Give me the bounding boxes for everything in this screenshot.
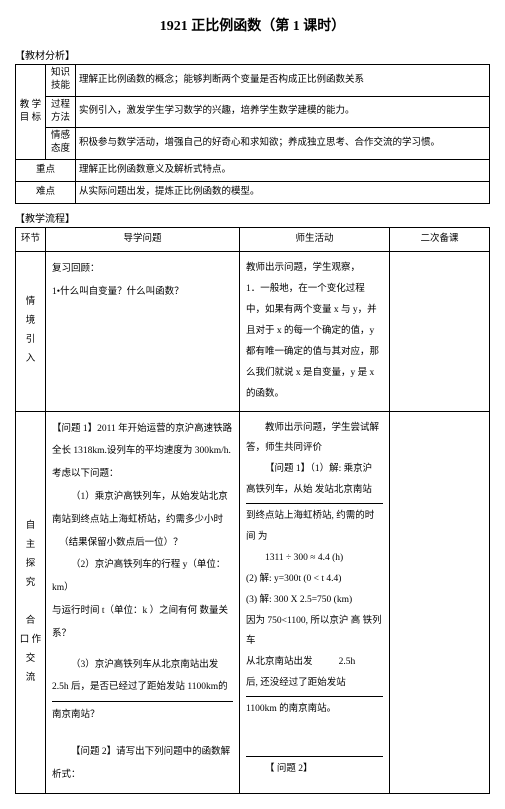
- main-activity: 教师出示问题，学生尝试解 答，师生共同评价 【问题 1】（1）解: 乘京沪 高铁…: [240, 411, 390, 793]
- goal-label: 教 学 目 标: [16, 65, 46, 160]
- a-line: (3) 解: 300 X 2.5=750 (km): [246, 590, 383, 611]
- main-notes: [390, 411, 490, 793]
- process-label: 过程 方法: [46, 96, 76, 128]
- intro-activity: 教师出示问题，学生观察， 1．一般地，在一个变化过程中，如果有两个变量 x 与 …: [240, 252, 390, 411]
- q-line: 南站到终点站上海虹桥站，约需多少小时: [52, 509, 233, 532]
- q-line: （3）京沪高铁列车从北京南站出发: [52, 654, 233, 677]
- q-line: 南京南站？: [52, 704, 233, 727]
- keypoint-content: 理解正比例函数意义及解析式特点。: [76, 159, 490, 181]
- flow-header-row: 环节 导学问题 师生活动 二次备课: [16, 228, 490, 252]
- knowledge-content: 理解正比例函数的概念；能够判断两个变量是否构成正比例函数关系: [76, 65, 490, 97]
- q-line: 2.5h 后，是否已经过了距始发站 1100km的: [52, 676, 233, 699]
- analysis-table: 教 学 目 标 知识 技能 理解正比例函数的概念；能够判断两个变量是否构成正比例…: [15, 64, 490, 204]
- header-stage: 环节: [16, 228, 46, 252]
- section-analysis-label: 【教材分析】: [15, 47, 490, 62]
- intro-notes: [390, 252, 490, 411]
- intro-label: 情 境 引 入: [16, 252, 46, 411]
- a-line: 1311 ÷ 300 ≈ 4.4 (h): [246, 548, 383, 569]
- table-row: 重点 理解正比例函数意义及解析式特点。: [16, 159, 490, 181]
- knowledge-label: 知识 技能: [46, 65, 76, 97]
- q-line: 与运行时间 t（单位：k ）之间有何 数量关系？: [52, 600, 233, 646]
- a-line: 【问题 1】（1）解: 乘京沪: [246, 459, 383, 480]
- a-line: 高铁列车，从始 发站北京南站: [246, 480, 383, 501]
- header-activity: 师生活动: [240, 228, 390, 252]
- q-line: （2）京沪高铁列车的行程 y（单位：km）: [52, 554, 233, 600]
- main-label: 自 主 探 究 合 口 作 交 流: [16, 411, 46, 793]
- a-line: 因为 750<1100, 所以京沪 高 铁列车: [246, 611, 383, 653]
- intro-row: 情 境 引 入 复习回顾： 1•什么叫自变量？什么叫函数？ 教师出示问题，学生观…: [16, 252, 490, 411]
- a-line: 到终点站上海虹桥站, 约需的时间 为: [246, 506, 383, 548]
- table-row: 教 学 目 标 知识 技能 理解正比例函数的概念；能够判断两个变量是否构成正比例…: [16, 65, 490, 97]
- q-line: 【问题 1】2011 年开始运营的京沪高速铁路: [52, 418, 233, 441]
- difficulty-content: 从实际问题出发，提炼正比例函数的模型。: [76, 181, 490, 203]
- a-line: 答，师生共同评价: [246, 438, 383, 459]
- a-line: 1100km 的南京南站。: [246, 699, 383, 720]
- table-row: 情感 态度 积极参与数学活动，增强自己的好奇心和求知欲；养成独立思考、合作交流的…: [16, 128, 490, 160]
- header-notes: 二次备课: [390, 228, 490, 252]
- q-line: 考虑以下问题：: [52, 463, 233, 486]
- table-row: 难点 从实际问题出发，提炼正比例函数的模型。: [16, 181, 490, 203]
- page-title: 1921 正比例函数（第 1 课时）: [15, 15, 490, 35]
- a-line: (2) 解: y=300t (0 < t 4.4): [246, 569, 383, 590]
- a-line: 后, 还没经过了距始发站: [246, 673, 383, 694]
- flow-table: 环节 导学问题 师生活动 二次备课 情 境 引 入 复习回顾： 1•什么叫自变量…: [15, 227, 490, 793]
- intro-question: 复习回顾： 1•什么叫自变量？什么叫函数？: [46, 252, 240, 411]
- main-question: 【问题 1】2011 年开始运营的京沪高速铁路 全长 1318km.设列车的平均…: [46, 411, 240, 793]
- keypoint-label: 重点: [16, 159, 76, 181]
- process-content: 实例引入，激发学生学习数学的兴趣，培养学生数学建模的能力。: [76, 96, 490, 128]
- q-line: （结果保留小数点后一位）？: [52, 532, 233, 555]
- table-row: 过程 方法 实例引入，激发学生学习数学的兴趣，培养学生数学建模的能力。: [16, 96, 490, 128]
- q-line: 全长 1318km.设列车的平均速度为 300km/h.: [52, 440, 233, 463]
- main-row: 自 主 探 究 合 口 作 交 流 【问题 1】2011 年开始运营的京沪高速铁…: [16, 411, 490, 793]
- intro-q1: 复习回顾： 1•什么叫自变量？什么叫函数？: [52, 258, 233, 304]
- a-line: 教师出示问题，学生尝试解: [246, 418, 383, 439]
- a-line: 【 问题 2】: [246, 759, 383, 780]
- emotion-content: 积极参与数学活动，增强自己的好奇心和求知欲；养成独立思考、合作交流的学习惯。: [76, 128, 490, 160]
- a-line: 从北京南站出发 2.5h: [246, 652, 383, 673]
- header-question: 导学问题: [46, 228, 240, 252]
- section-flow-label: 【教学流程】: [15, 210, 490, 225]
- emotion-label: 情感 态度: [46, 128, 76, 160]
- intro-a1: 教师出示问题，学生观察， 1．一般地，在一个变化过程中，如果有两个变量 x 与 …: [246, 258, 383, 404]
- q-line: （1）乘京沪高铁列车，从始发站北京: [52, 486, 233, 509]
- q-line: 【问题 2】请写出下列问题中的函数解析式：: [52, 741, 233, 787]
- difficulty-label: 难点: [16, 181, 76, 203]
